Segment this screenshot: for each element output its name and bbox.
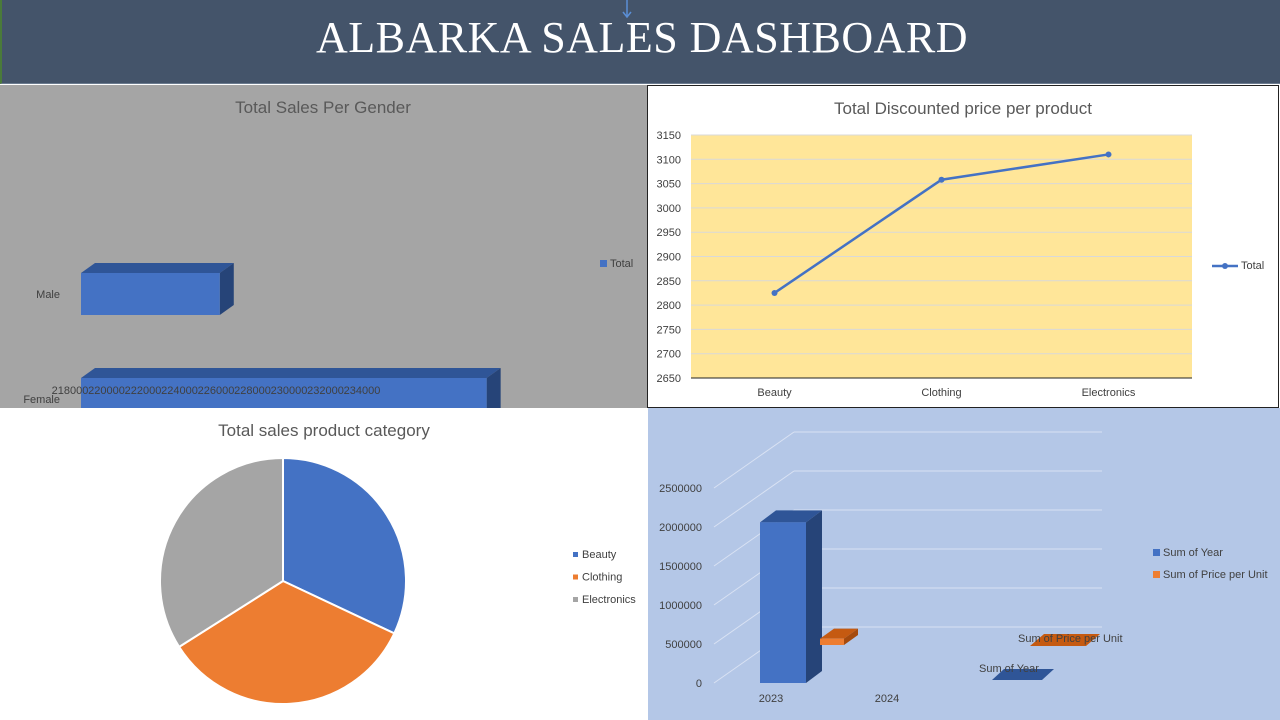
legend-swatch	[573, 574, 578, 580]
y-tick-label: 2950	[657, 227, 681, 239]
data-point	[938, 176, 945, 183]
dashboard-header: ALBARKA SALES DASHBOARD	[0, 0, 1280, 84]
legend-label: Total	[1241, 260, 1264, 272]
x-tick-label: 222000	[125, 385, 162, 397]
bar-side	[486, 368, 501, 408]
x-tick-label: 226000	[198, 385, 235, 397]
x-tick-label: 2024	[875, 693, 899, 705]
y-tick-label: 3100	[657, 154, 681, 166]
bar-side	[219, 263, 234, 315]
x-tick-label: Clothing	[921, 387, 961, 399]
y-tick-label: 0	[696, 678, 702, 690]
bar	[81, 378, 487, 408]
category-chart-panel: Total sales product category Beauty Cloth…	[0, 408, 648, 720]
y-tick-label: 2800	[657, 300, 681, 312]
x-tick-label: 228000	[234, 385, 271, 397]
y-tick-label: 2850	[657, 276, 681, 288]
chart-title: Total Sales Per Gender	[235, 98, 411, 117]
y-tick-label: 1500000	[659, 561, 702, 573]
y-tick-label: 3050	[657, 179, 681, 191]
y-tick-label: 3150	[657, 130, 681, 142]
chart-title: Total Discounted price per product	[834, 99, 1092, 118]
category-label: Female	[23, 394, 60, 406]
arrow-down-icon	[622, 0, 632, 19]
legend-label: Sum of Year	[1163, 547, 1223, 559]
bar-top	[81, 263, 234, 273]
data-point	[771, 289, 778, 296]
x-tick-label: 2023	[759, 693, 783, 705]
pie-slice	[159, 456, 284, 649]
y-tick-label: 2000000	[659, 522, 702, 534]
legend-label: Electronics	[582, 594, 636, 606]
y-tick-label: 2650	[657, 373, 681, 385]
gridline	[713, 470, 795, 528]
y-tick-label: 2750	[657, 324, 681, 336]
gender-chart-panel: Total Sales Per Gender Male Female 218000…	[0, 85, 647, 408]
legend-label: Sum of Price per Unit	[1163, 569, 1268, 581]
bar-side	[806, 510, 822, 683]
dashboard-title: ALBARKA SALES DASHBOARD	[315, 13, 969, 62]
x-tick-label: Beauty	[757, 387, 792, 399]
category-label: Male	[36, 289, 60, 301]
discount-chart-panel: Total Discounted price per product 3150 3…	[647, 85, 1279, 408]
year-chart-panel: 2500000 2000000 1500000 1000000 500000 0 2023…	[648, 408, 1280, 720]
bar	[760, 522, 806, 683]
bar	[81, 273, 220, 315]
legend-swatch	[1153, 549, 1160, 556]
y-tick-label: 500000	[665, 639, 702, 651]
x-tick-label: 218000	[52, 385, 89, 397]
depth-axis-label: Sum of Year	[979, 663, 1039, 675]
discount-line-chart: Total Discounted price per product 3150 3…	[657, 99, 1265, 399]
x-tick-label: 232000	[307, 385, 344, 397]
bar-side	[844, 628, 858, 645]
bar-flat	[1030, 634, 1100, 646]
y-tick-label: 2500000	[659, 483, 702, 495]
y-tick-label: 2700	[657, 349, 681, 361]
chart-title: Total sales product category	[218, 421, 430, 440]
y-tick-label: 1000000	[659, 600, 702, 612]
y-tick-label: 2900	[657, 252, 681, 264]
legend-marker	[1222, 263, 1228, 269]
legend-swatch	[1153, 571, 1160, 578]
data-point	[1105, 151, 1112, 158]
gridline	[713, 431, 795, 489]
bar-top	[81, 368, 501, 378]
legend-label: Total	[610, 258, 633, 270]
pie-slice	[177, 579, 396, 705]
gender-bar-chart: Total Sales Per Gender Male Female 218000…	[23, 98, 633, 408]
category-pie-chart: Total sales product category Beauty Cloth…	[159, 421, 636, 705]
bar-flat	[992, 669, 1054, 680]
y-tick-label: 3000	[657, 203, 681, 215]
depth-axis-label: Sum of Price per Unit	[1018, 633, 1123, 645]
legend-label: Clothing	[582, 572, 622, 584]
legend-swatch	[600, 260, 607, 267]
x-tick-label: Electronics	[1082, 387, 1136, 399]
legend-swatch	[573, 552, 578, 557]
legend-swatch	[573, 597, 578, 602]
x-tick-label: 220000	[88, 385, 125, 397]
bar-top	[760, 510, 822, 523]
bar	[820, 638, 844, 645]
year-3d-bar-chart: 2500000 2000000 1500000 1000000 500000 0 2023…	[659, 431, 1268, 705]
bar-top	[820, 628, 858, 639]
legend-label: Beauty	[582, 549, 617, 561]
x-tick-label: 230000	[271, 385, 308, 397]
pie-slice	[282, 456, 407, 635]
x-tick-label: 224000	[161, 385, 198, 397]
x-tick-label: 234000	[344, 385, 381, 397]
